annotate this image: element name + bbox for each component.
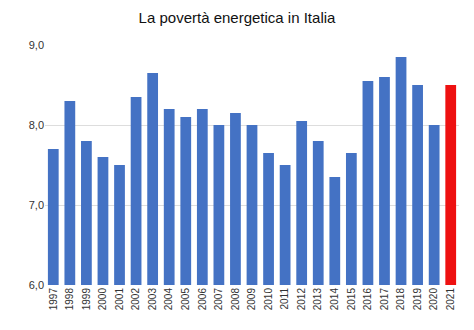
svg-text:2005: 2005 [180,288,191,311]
svg-text:1998: 1998 [64,288,75,311]
svg-text:8,0: 8,0 [29,119,44,131]
svg-text:9,0: 9,0 [29,39,44,51]
svg-text:2012: 2012 [296,288,307,311]
svg-text:2007: 2007 [213,288,224,311]
svg-text:1997: 1997 [48,288,59,311]
svg-text:2008: 2008 [230,288,241,311]
svg-text:2006: 2006 [197,288,208,311]
svg-text:2002: 2002 [130,288,141,311]
svg-text:2015: 2015 [346,288,357,311]
svg-text:2000: 2000 [97,288,108,311]
svg-text:7,0: 7,0 [29,199,44,211]
svg-text:2021: 2021 [445,288,456,311]
svg-text:2016: 2016 [362,288,373,311]
svg-text:2011: 2011 [279,288,290,310]
svg-text:2010: 2010 [263,288,274,311]
svg-text:6,0: 6,0 [29,279,44,291]
svg-text:2013: 2013 [312,288,323,311]
svg-text:1999: 1999 [81,288,92,311]
svg-text:2001: 2001 [114,288,125,311]
svg-text:2018: 2018 [395,288,406,311]
svg-text:2019: 2019 [412,288,423,311]
svg-text:La povertà energetica in Itali: La povertà energetica in Italia [139,9,336,26]
svg-text:2014: 2014 [329,288,340,311]
svg-text:2004: 2004 [163,288,174,311]
svg-text:2009: 2009 [246,288,257,311]
svg-text:2003: 2003 [147,288,158,311]
svg-text:2017: 2017 [379,288,390,311]
svg-text:2020: 2020 [428,288,439,311]
